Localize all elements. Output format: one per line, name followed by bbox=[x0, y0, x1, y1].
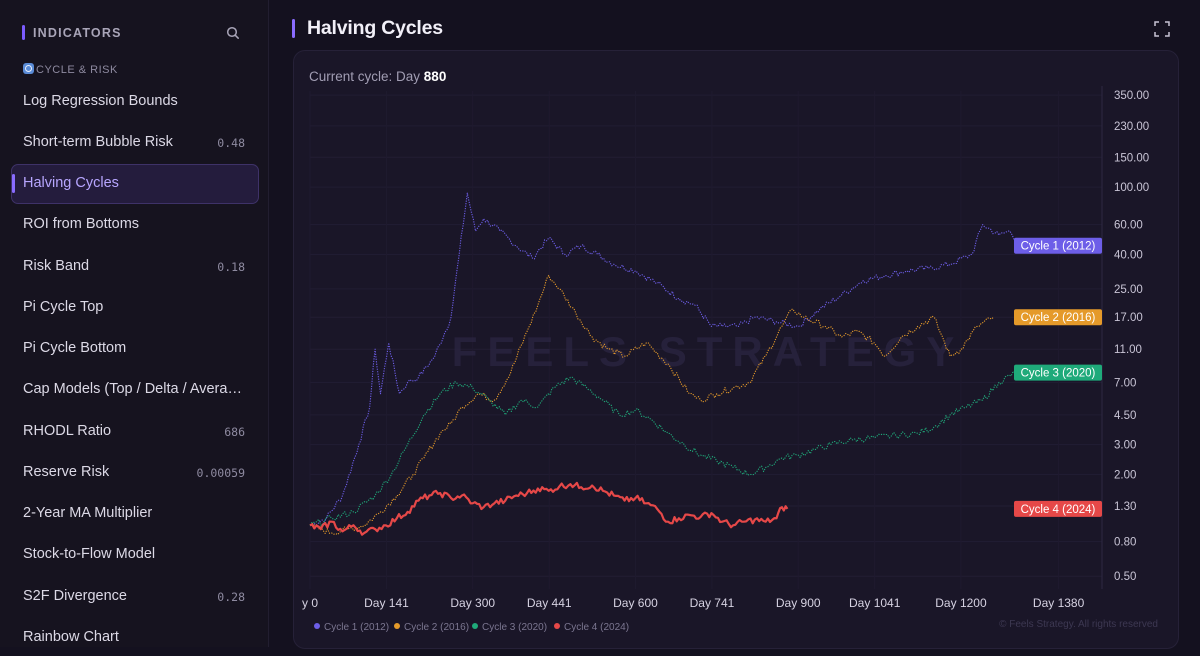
y-tick-label: 25.00 bbox=[1114, 284, 1143, 296]
series-line-4 bbox=[309, 481, 789, 536]
y-tick-label: 17.00 bbox=[1114, 312, 1143, 324]
y-tick-label: 0.80 bbox=[1114, 537, 1136, 549]
current-cycle-day: 880 bbox=[423, 69, 447, 84]
sidebar-item-value: 0.00059 bbox=[196, 466, 245, 480]
y-tick-label: 7.00 bbox=[1114, 377, 1136, 389]
series-end-label: Cycle 1 (2012) bbox=[1021, 241, 1096, 253]
sidebar-item[interactable]: ROI from Bottoms bbox=[11, 205, 257, 243]
sidebar-header-accent bbox=[22, 25, 25, 40]
x-tick-label: Day 600 bbox=[613, 596, 658, 610]
sidebar-item[interactable]: Short-term Bubble Risk 0.48 bbox=[11, 123, 257, 161]
legend-entry: Cycle 1 (2012) bbox=[324, 622, 389, 633]
current-cycle-prefix: Current cycle: Day bbox=[309, 69, 424, 84]
sidebar-item[interactable]: Log Regression Bounds bbox=[11, 82, 257, 120]
sidebar-item-value: 686 bbox=[224, 425, 245, 439]
sidebar-title: INDICATORS bbox=[33, 26, 122, 40]
sidebar-item-label: Reserve Risk bbox=[23, 464, 110, 480]
halving-cycles-chart[interactable]: FEELS STRATEGY Cycle 1 (2012) Cycle 2 (201… bbox=[294, 51, 1178, 648]
legend-swatch bbox=[554, 623, 560, 629]
y-tick-label: 3.00 bbox=[1114, 440, 1136, 452]
title-accent bbox=[292, 19, 295, 38]
sidebar-item[interactable]: Stock-to-Flow Model bbox=[11, 535, 257, 573]
sidebar-item[interactable]: S2F Divergence 0.28 bbox=[11, 577, 257, 615]
sidebar-header: INDICATORS bbox=[22, 24, 246, 42]
sidebar-item[interactable]: Halving Cycles bbox=[11, 164, 259, 204]
series-end-label-badge bbox=[1014, 500, 1102, 517]
sidebar: INDICATORS CYCLE & RISK Log Regression B… bbox=[0, 0, 269, 647]
series-end-label: Cycle 4 (2024) bbox=[1021, 504, 1096, 516]
y-tick-label: 0.50 bbox=[1114, 571, 1136, 583]
active-indicator bbox=[12, 174, 15, 193]
sidebar-item-label: Cap Models (Top / Delta / Averag… bbox=[23, 381, 243, 397]
sidebar-item[interactable]: Reserve Risk 0.00059 bbox=[11, 453, 257, 491]
section-label-text: CYCLE & RISK bbox=[36, 64, 118, 76]
sidebar-item[interactable]: Cap Models (Top / Delta / Averag… bbox=[11, 370, 257, 408]
sidebar-item-label: ROI from Bottoms bbox=[23, 216, 140, 232]
sidebar-item-label: RHODL Ratio bbox=[23, 423, 112, 439]
series-line-3 bbox=[309, 370, 1016, 526]
sidebar-item[interactable]: Pi Cycle Bottom bbox=[11, 329, 257, 367]
cycle-icon bbox=[23, 63, 34, 74]
sidebar-item-label: Short-term Bubble Risk bbox=[23, 134, 173, 150]
x-tick-label: Day 141 bbox=[364, 596, 409, 610]
series-line-2 bbox=[309, 274, 994, 536]
legend-swatch bbox=[472, 623, 478, 629]
sidebar-item-label: Pi Cycle Top bbox=[23, 299, 104, 315]
page-title: Halving Cycles bbox=[307, 17, 443, 39]
sidebar-item-value: 0.48 bbox=[217, 136, 245, 150]
x-tick-label: Day 900 bbox=[776, 596, 821, 610]
y-tick-label: 40.00 bbox=[1114, 249, 1143, 261]
copyright-text: © Feels Strategy. All rights reserved bbox=[999, 619, 1158, 630]
sidebar-item-value: 0.28 bbox=[217, 590, 245, 604]
sidebar-item-label: Risk Band bbox=[23, 258, 90, 274]
legend-entry: Cycle 2 (2016) bbox=[404, 622, 469, 633]
x-tick-label: Day 741 bbox=[690, 596, 735, 610]
sidebar-section-label: CYCLE & RISK bbox=[23, 63, 118, 77]
expand-icon[interactable] bbox=[1153, 20, 1171, 38]
sidebar-item-value: 0.18 bbox=[217, 260, 245, 274]
sidebar-item-label: Halving Cycles bbox=[23, 175, 119, 191]
y-tick-label: 60.00 bbox=[1114, 220, 1143, 232]
y-tick-label: 2.00 bbox=[1114, 469, 1136, 481]
sidebar-item-label: S2F Divergence bbox=[23, 588, 127, 604]
y-tick-label: 11.00 bbox=[1114, 344, 1142, 356]
y-tick-label: 1.30 bbox=[1114, 501, 1136, 513]
series-end-label: Cycle 2 (2016) bbox=[1021, 312, 1096, 324]
sidebar-item[interactable]: Pi Cycle Top bbox=[11, 288, 257, 326]
series-end-label-badge bbox=[1014, 364, 1102, 381]
sidebar-item-label: Stock-to-Flow Model bbox=[23, 546, 156, 562]
series-end-label-badge bbox=[1014, 309, 1102, 326]
sidebar-item-label: Rainbow Chart bbox=[23, 629, 119, 645]
sidebar-item[interactable]: 2-Year MA Multiplier bbox=[11, 494, 257, 532]
legend-swatch bbox=[394, 623, 400, 629]
series-end-label: Cycle 3 (2020) bbox=[1021, 368, 1096, 380]
y-tick-label: 4.50 bbox=[1114, 410, 1136, 422]
y-tick-label: 350.00 bbox=[1114, 90, 1149, 102]
chart-card: Current cycle: Day 880 FEELS STRATEGY Cyc… bbox=[293, 50, 1179, 649]
x-tick-label: Day 1041 bbox=[849, 596, 901, 610]
sidebar-item-label: Pi Cycle Bottom bbox=[23, 340, 127, 356]
sidebar-item-label: Log Regression Bounds bbox=[23, 93, 178, 109]
sidebar-item[interactable]: Rainbow Chart bbox=[11, 618, 257, 656]
sidebar-item-label: 2-Year MA Multiplier bbox=[23, 505, 153, 521]
watermark: FEELS STRATEGY bbox=[452, 328, 965, 375]
x-tick-label: y 0 bbox=[302, 596, 318, 610]
series-end-label-badge bbox=[1014, 237, 1102, 254]
x-tick-label: Day 300 bbox=[450, 596, 495, 610]
legend-entry: Cycle 4 (2024) bbox=[564, 622, 629, 633]
current-cycle-readout: Current cycle: Day 880 bbox=[309, 69, 446, 84]
y-tick-label: 100.00 bbox=[1114, 182, 1149, 194]
sidebar-item[interactable]: RHODL Ratio 686 bbox=[11, 412, 257, 450]
sidebar-item[interactable]: Risk Band 0.18 bbox=[11, 247, 257, 285]
x-tick-label: Day 441 bbox=[527, 596, 572, 610]
search-icon[interactable] bbox=[224, 24, 242, 42]
main-panel: Halving Cycles Current cycle: Day 880 FE… bbox=[269, 0, 1200, 649]
legend-swatch bbox=[314, 623, 320, 629]
y-tick-label: 230.00 bbox=[1114, 121, 1149, 133]
legend-entry: Cycle 3 (2020) bbox=[482, 622, 547, 633]
x-tick-label: Day 1200 bbox=[935, 596, 987, 610]
x-tick-label: Day 1380 bbox=[1033, 596, 1085, 610]
series-line-1 bbox=[309, 192, 1021, 526]
y-tick-label: 150.00 bbox=[1114, 152, 1149, 164]
